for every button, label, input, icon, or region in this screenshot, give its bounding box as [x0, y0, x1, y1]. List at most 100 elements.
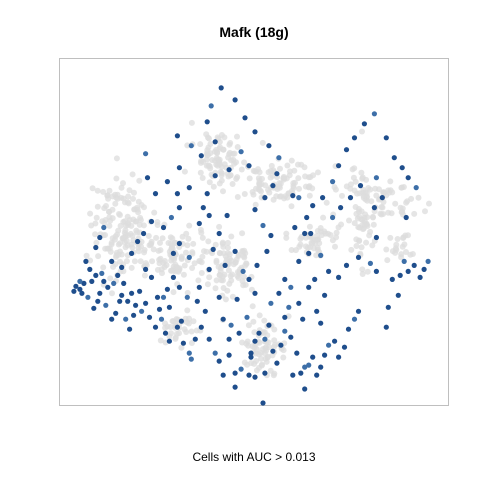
- background-cell-point: [181, 326, 188, 333]
- highlighted-cell-point: [218, 85, 224, 91]
- background-cell-point: [188, 119, 195, 126]
- background-cell-point: [114, 195, 121, 202]
- highlighted-cell-point: [198, 153, 204, 159]
- highlighted-cell-point: [154, 294, 161, 300]
- background-cell-point: [234, 174, 241, 181]
- background-cell-point: [277, 165, 283, 172]
- highlighted-cell-point: [174, 191, 180, 197]
- background-cell-point: [162, 324, 169, 331]
- highlighted-cell-point: [310, 354, 316, 360]
- background-cell-point: [120, 180, 126, 187]
- background-cell-point: [151, 209, 158, 216]
- background-cell-point: [93, 214, 100, 221]
- highlighted-cell-point: [148, 218, 155, 225]
- background-cell-point: [113, 175, 120, 182]
- background-cell-point: [360, 225, 367, 232]
- highlighted-cell-point: [196, 220, 202, 227]
- highlighted-cell-point: [262, 336, 268, 342]
- background-cell-point: [197, 226, 204, 233]
- background-cell-point: [92, 231, 99, 238]
- background-cell-point: [306, 192, 313, 199]
- highlighted-cell-point: [77, 278, 83, 284]
- highlighted-cell-point: [240, 268, 246, 274]
- highlighted-cell-point: [332, 338, 338, 344]
- background-cell-point: [392, 200, 399, 207]
- background-cell-point: [383, 246, 390, 253]
- background-cell-point: [230, 261, 237, 268]
- background-cell-point: [125, 220, 131, 227]
- background-cell-point: [184, 242, 191, 249]
- highlighted-cell-point: [341, 344, 348, 350]
- background-cell-point: [92, 220, 99, 227]
- highlighted-cell-point: [268, 300, 274, 306]
- background-cell-point: [212, 241, 219, 248]
- background-cell-point: [216, 272, 223, 279]
- background-cell-point: [100, 188, 107, 195]
- background-cell-point: [171, 239, 178, 246]
- highlighted-cell-point: [111, 280, 117, 286]
- background-cell-point: [185, 320, 192, 327]
- background-cell-point: [125, 193, 132, 200]
- highlighted-cell-point: [260, 400, 266, 406]
- highlighted-cell-point: [198, 324, 204, 330]
- highlighted-cell-point: [109, 316, 115, 322]
- highlighted-cell-point: [288, 334, 294, 340]
- highlighted-cell-point: [208, 103, 214, 109]
- background-cell-point: [258, 188, 264, 195]
- background-cell-point: [219, 277, 226, 284]
- background-cell-point: [123, 258, 130, 265]
- background-cell-point: [167, 324, 174, 330]
- background-cell-point: [240, 253, 247, 260]
- highlighted-cell-point: [264, 248, 270, 254]
- background-cell-point: [358, 244, 365, 251]
- background-cell-point: [243, 340, 250, 347]
- background-cell-point: [172, 335, 179, 342]
- highlighted-cell-point: [174, 324, 180, 330]
- background-cell-point: [195, 277, 202, 284]
- background-cell-point: [217, 168, 224, 175]
- highlighted-cell-point: [302, 364, 308, 370]
- highlighted-cell-point: [389, 276, 395, 282]
- highlighted-cell-point: [252, 207, 258, 213]
- highlighted-cell-point: [244, 314, 250, 320]
- background-cell-point: [253, 367, 260, 374]
- background-cell-point: [358, 169, 365, 176]
- highlighted-cell-point: [300, 316, 306, 322]
- background-cell-point: [118, 184, 125, 191]
- highlighted-cell-point: [236, 330, 242, 336]
- highlighted-cell-point: [296, 195, 302, 201]
- highlighted-cell-point: [306, 250, 312, 256]
- highlighted-cell-point: [162, 330, 169, 336]
- background-cell-point: [215, 263, 222, 270]
- background-cell-point: [216, 138, 223, 145]
- background-cell-point: [376, 186, 382, 193]
- background-cell-point: [354, 215, 361, 222]
- chart-caption: Cells with AUC > 0.013: [192, 450, 315, 464]
- highlighted-cell-point: [322, 292, 328, 298]
- highlighted-cell-point: [226, 336, 232, 342]
- background-cell-point: [157, 239, 163, 246]
- background-cell-point: [249, 189, 256, 195]
- highlighted-cell-point: [99, 270, 105, 276]
- background-cell-point: [147, 241, 154, 248]
- highlighted-cell-point: [242, 115, 248, 121]
- background-cell-point: [249, 303, 256, 310]
- background-cell-point: [222, 296, 229, 303]
- background-cell-point: [200, 158, 207, 165]
- highlighted-cell-point: [252, 338, 258, 344]
- highlighted-cell-point: [266, 322, 272, 328]
- background-cell-point: [112, 200, 119, 207]
- highlighted-cell-point: [373, 234, 379, 241]
- background-cell-point: [235, 274, 242, 281]
- background-cell-point: [306, 183, 313, 190]
- background-cell-point: [246, 175, 253, 182]
- background-cell-point: [168, 257, 175, 264]
- background-cell-point: [403, 249, 409, 255]
- highlighted-cell-point: [367, 260, 373, 266]
- background-cell-point: [141, 249, 148, 256]
- background-cell-point: [95, 253, 102, 260]
- highlighted-cell-point: [125, 298, 131, 304]
- background-cell-point: [186, 222, 193, 229]
- background-cell-point: [83, 252, 90, 259]
- background-cell-point: [129, 244, 136, 251]
